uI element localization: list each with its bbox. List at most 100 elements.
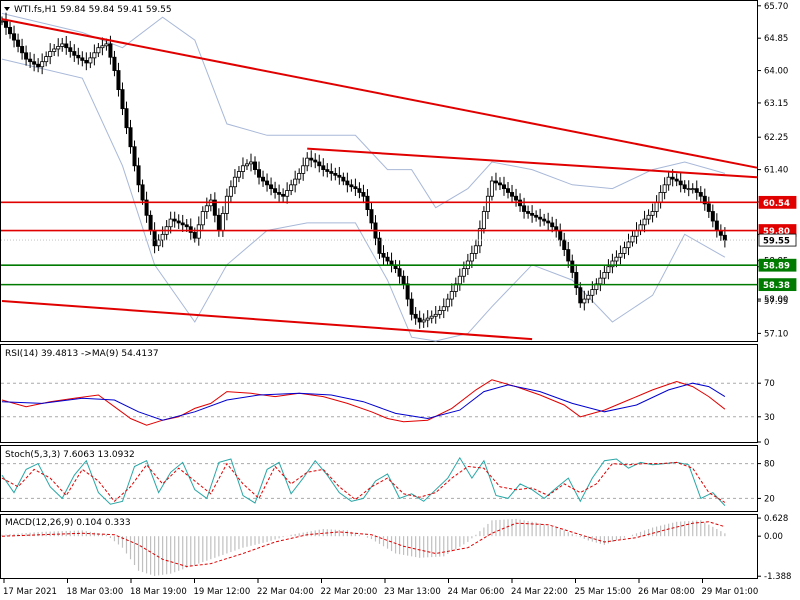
candle	[710, 211, 715, 222]
candle	[481, 211, 486, 230]
price-axis-tick-3: 63.15	[764, 99, 788, 109]
main-pane-border	[0, 0, 758, 342]
candle	[4, 20, 9, 28]
candle	[281, 193, 286, 197]
candle	[538, 216, 543, 220]
candle	[180, 222, 185, 226]
stoch-d-line	[1, 461, 726, 503]
current-price-tag-bg	[758, 233, 797, 247]
price-tag-58.38-bg	[758, 278, 797, 292]
candle	[140, 184, 145, 201]
candle	[506, 188, 511, 193]
rsi-title: RSI(14) 39.4813 ->MA(9) 54.4137	[5, 349, 159, 359]
macd-axis-tick-0: 0.628	[764, 514, 788, 524]
price-axis-tick-9: 58.00	[764, 295, 788, 305]
candle	[369, 209, 374, 224]
candle	[24, 52, 29, 60]
macd-axis-tick-1: 0.00	[764, 532, 783, 542]
candle	[614, 256, 619, 262]
candle	[56, 46, 61, 50]
chevron-down-icon[interactable]	[4, 7, 10, 11]
trendline-2	[1, 300, 533, 341]
macd-layer	[1, 518, 726, 576]
price-tag-60.54-bg	[758, 195, 797, 209]
candle	[574, 272, 579, 289]
candle	[116, 70, 121, 91]
rsi-axis-tick-0: 70	[764, 379, 775, 389]
candle	[313, 159, 318, 163]
candle	[493, 180, 498, 184]
candle	[148, 214, 153, 231]
price-tag-58.89: 58.89	[763, 262, 790, 272]
candle	[188, 226, 193, 233]
candle	[232, 176, 237, 188]
rsi-ma-line	[1, 382, 726, 421]
candle	[457, 275, 462, 285]
candle	[550, 222, 555, 228]
candle	[361, 192, 366, 197]
candle	[650, 211, 655, 216]
candle	[646, 214, 651, 220]
axis-layer: 65.7064.8564.0063.1562.2561.4060.5559.70…	[3, 2, 797, 597]
candle	[670, 176, 675, 180]
candle	[12, 33, 17, 41]
main-title[interactable]: WTI.fs,H1 59.84 59.84 59.41 59.55	[4, 5, 172, 15]
candle	[200, 211, 205, 226]
candle	[104, 43, 109, 47]
candle	[542, 218, 547, 222]
candle	[562, 239, 567, 250]
candle	[514, 195, 519, 201]
candle	[722, 234, 727, 241]
candle	[602, 272, 607, 279]
candle	[626, 241, 631, 249]
candle	[0, 20, 4, 23]
candle	[60, 43, 65, 47]
candle	[566, 249, 571, 262]
candle	[642, 218, 647, 226]
candle	[100, 45, 105, 49]
macd-pane-border	[0, 514, 758, 579]
trendline-0	[1, 18, 758, 169]
main-title-text: WTI.fs,H1 59.84 59.84 59.41 59.55	[14, 5, 172, 15]
candle	[285, 190, 290, 197]
candle	[473, 245, 478, 254]
candle	[176, 220, 181, 224]
current-price-tag: 59.55	[763, 237, 790, 247]
candle	[477, 228, 482, 247]
candle	[172, 218, 177, 222]
candle	[192, 232, 197, 239]
candle	[216, 214, 221, 231]
candle	[32, 61, 37, 65]
stoch-k-line	[1, 456, 726, 506]
candle	[582, 298, 587, 304]
candle	[590, 289, 595, 296]
candle	[204, 205, 209, 212]
candle	[20, 46, 25, 54]
stoch-pane-border	[0, 445, 758, 512]
candle	[357, 188, 362, 193]
candle	[40, 61, 45, 68]
candle	[257, 169, 262, 178]
candle	[570, 260, 575, 273]
candle	[321, 165, 326, 170]
candle	[64, 43, 69, 49]
candle	[168, 218, 173, 228]
rsi-layer	[1, 379, 757, 426]
candle	[156, 239, 161, 247]
time-axis-tick-6: 23 Mar 13:00	[384, 587, 441, 597]
candle	[682, 184, 687, 190]
candle	[76, 54, 81, 59]
candle	[694, 188, 699, 193]
price-axis-tick-5: 61.40	[764, 166, 788, 176]
candle	[309, 157, 314, 161]
stoch-axis-tick-1: 20	[764, 494, 775, 504]
candle	[702, 195, 707, 205]
candle	[128, 127, 133, 148]
candle	[108, 43, 113, 58]
candle	[337, 174, 342, 178]
candle	[698, 192, 703, 197]
candle	[485, 195, 490, 212]
time-axis-tick-2: 18 Mar 19:00	[130, 587, 187, 597]
candle	[421, 319, 426, 323]
candle	[526, 211, 531, 214]
